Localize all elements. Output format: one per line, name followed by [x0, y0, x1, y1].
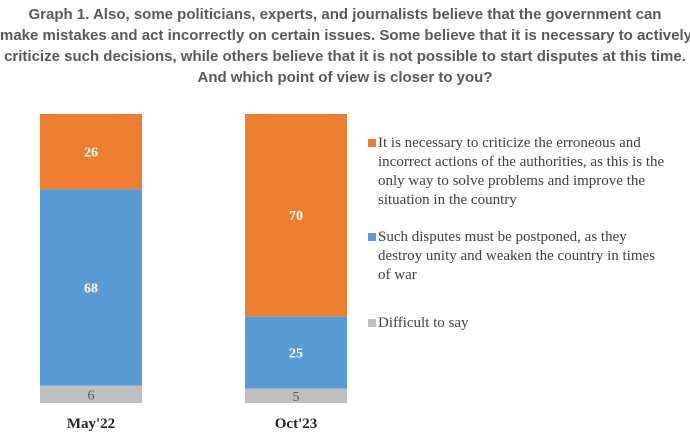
legend-item-postpone: Such disputes must be postponed, as they…: [368, 228, 668, 285]
legend-swatch-blue: [368, 233, 376, 241]
x-axis: May'22 Oct'23: [67, 416, 317, 432]
title-line: And which point of view is closer to you…: [197, 69, 493, 86]
bars-layer: [40, 114, 347, 403]
bar-segment-postpone-1: [40, 189, 142, 386]
category-label-1: May'22: [67, 416, 115, 432]
legend-label-difficult: Difficult to say: [378, 315, 469, 331]
bar-segment-criticize-1: [40, 114, 142, 190]
data-label-criticize-2: 70: [289, 209, 303, 224]
legend-item-criticize: It is necessary to criticize the erroneo…: [368, 134, 668, 210]
data-label-difficult-1: 6: [88, 388, 95, 403]
title-line: Graph 1. Also, some politicians, experts…: [28, 6, 662, 23]
data-label-postpone-2: 25: [289, 346, 303, 361]
chart-title: Graph 1. Also, some politicians, experts…: [0, 4, 690, 88]
legend-label-postpone: Such disputes must be postponed, as they…: [378, 229, 656, 283]
labels-layer: 6 68 26 5 25 70: [84, 146, 303, 405]
legend-item-difficult: Difficult to say: [368, 314, 668, 333]
data-label-postpone-1: 68: [84, 281, 98, 296]
legend-label-criticize: It is necessary to criticize the erroneo…: [378, 135, 665, 208]
bar-segment-criticize-2: [245, 114, 347, 317]
title-line: make mistakes and act incorrectly on cer…: [0, 27, 690, 44]
bar-segment-difficult-1: [40, 385, 142, 403]
legend-swatch-gray: [368, 319, 376, 327]
bar-segment-difficult-2: [245, 388, 347, 403]
data-label-criticize-1: 26: [84, 146, 98, 161]
bar-segment-postpone-2: [245, 316, 347, 389]
category-label-2: Oct'23: [275, 416, 318, 432]
data-label-difficult-2: 5: [293, 390, 300, 405]
title-line: criticize such decisions, while others b…: [4, 48, 686, 65]
legend-swatch-orange: [368, 139, 376, 147]
